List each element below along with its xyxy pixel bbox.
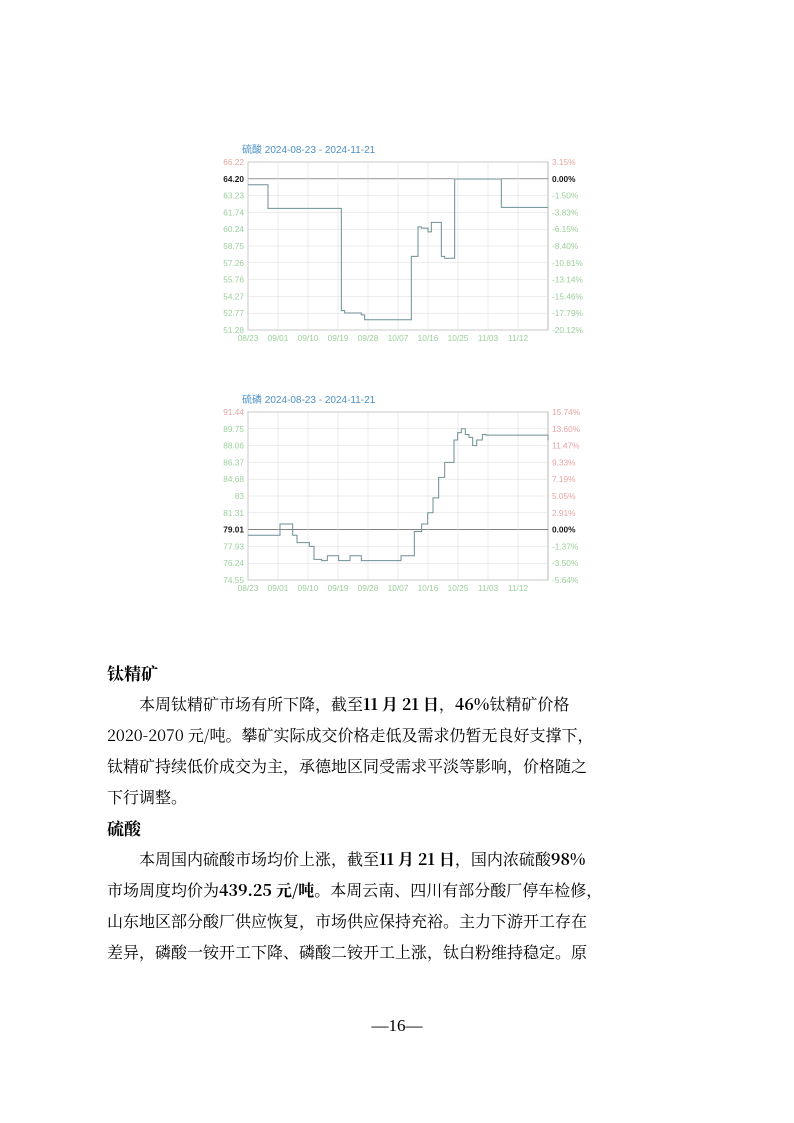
svg-text:11/12: 11/12	[508, 583, 529, 593]
svg-text:77.93: 77.93	[223, 541, 244, 551]
svg-text:15.74%: 15.74%	[552, 407, 581, 417]
svg-text:84.68: 84.68	[223, 474, 244, 484]
svg-text:7.19%: 7.19%	[552, 474, 576, 484]
svg-text:09/10: 09/10	[298, 333, 319, 343]
svg-text:-6.15%: -6.15%	[552, 224, 579, 234]
svg-text:54.27: 54.27	[223, 291, 244, 301]
svg-text:-20.12%: -20.12%	[552, 325, 584, 335]
svg-text:61.74: 61.74	[223, 207, 244, 217]
svg-text:10/25: 10/25	[448, 333, 469, 343]
svg-text:81.31: 81.31	[223, 508, 244, 518]
svg-text:09/01: 09/01	[268, 333, 289, 343]
svg-text:09/19: 09/19	[328, 583, 349, 593]
svg-text:52.77: 52.77	[223, 308, 244, 318]
svg-text:09/19: 09/19	[328, 333, 349, 343]
svg-text:64.20: 64.20	[223, 174, 244, 184]
svg-text:66.22: 66.22	[223, 157, 244, 167]
svg-text:91.44: 91.44	[223, 407, 244, 417]
svg-text:-17.79%: -17.79%	[552, 308, 584, 318]
svg-text:-13.14%: -13.14%	[552, 275, 584, 285]
svg-text:-1.37%: -1.37%	[552, 541, 579, 551]
svg-text:-3.83%: -3.83%	[552, 207, 579, 217]
svg-text:79.01: 79.01	[223, 525, 244, 535]
svg-text:09/28: 09/28	[358, 333, 379, 343]
svg-text:08/23: 08/23	[238, 333, 259, 343]
svg-text:0.00%: 0.00%	[552, 174, 576, 184]
svg-text:13.60%: 13.60%	[552, 424, 581, 434]
svg-text:10/16: 10/16	[418, 583, 439, 593]
svg-text:89.75: 89.75	[223, 424, 244, 434]
svg-text:9.33%: 9.33%	[552, 457, 576, 467]
svg-text:11.47%: 11.47%	[552, 441, 580, 451]
svg-text:10/07: 10/07	[388, 333, 409, 343]
svg-text:60.24: 60.24	[223, 224, 244, 234]
svg-text:-8.40%: -8.40%	[552, 241, 579, 251]
svg-text:09/10: 09/10	[298, 583, 319, 593]
svg-text:-3.50%: -3.50%	[552, 558, 579, 568]
svg-text:11/03: 11/03	[478, 333, 499, 343]
svg-text:-10.81%: -10.81%	[552, 258, 584, 268]
svg-text:2.91%: 2.91%	[552, 508, 576, 518]
svg-text:63.23: 63.23	[223, 191, 244, 201]
svg-text:11/03: 11/03	[478, 583, 499, 593]
svg-text:57.26: 57.26	[223, 258, 244, 268]
svg-text:83: 83	[235, 491, 245, 501]
svg-text:-5.64%: -5.64%	[552, 575, 579, 585]
svg-text:55.76: 55.76	[223, 275, 244, 285]
svg-text:58.75: 58.75	[223, 241, 244, 251]
svg-text:硫磷 2024-08-23 - 2024-11-21: 硫磷 2024-08-23 - 2024-11-21	[242, 393, 376, 406]
svg-text:硫酸 2024-08-23 - 2024-11-21: 硫酸 2024-08-23 - 2024-11-21	[242, 143, 376, 156]
svg-text:3.15%: 3.15%	[552, 157, 576, 167]
svg-text:08/23: 08/23	[238, 583, 259, 593]
svg-text:88.06: 88.06	[223, 441, 244, 451]
svg-text:-15.46%: -15.46%	[552, 291, 584, 301]
svg-text:10/07: 10/07	[388, 583, 409, 593]
svg-text:76.24: 76.24	[223, 558, 244, 568]
svg-text:10/25: 10/25	[448, 583, 469, 593]
svg-text:11/12: 11/12	[508, 333, 529, 343]
svg-text:-1.50%: -1.50%	[552, 191, 579, 201]
svg-text:09/01: 09/01	[268, 583, 289, 593]
svg-text:10/16: 10/16	[418, 333, 439, 343]
svg-text:5.05%: 5.05%	[552, 491, 576, 501]
svg-text:86.37: 86.37	[223, 457, 244, 467]
svg-text:0.00%: 0.00%	[552, 525, 576, 535]
svg-text:09/28: 09/28	[358, 583, 379, 593]
